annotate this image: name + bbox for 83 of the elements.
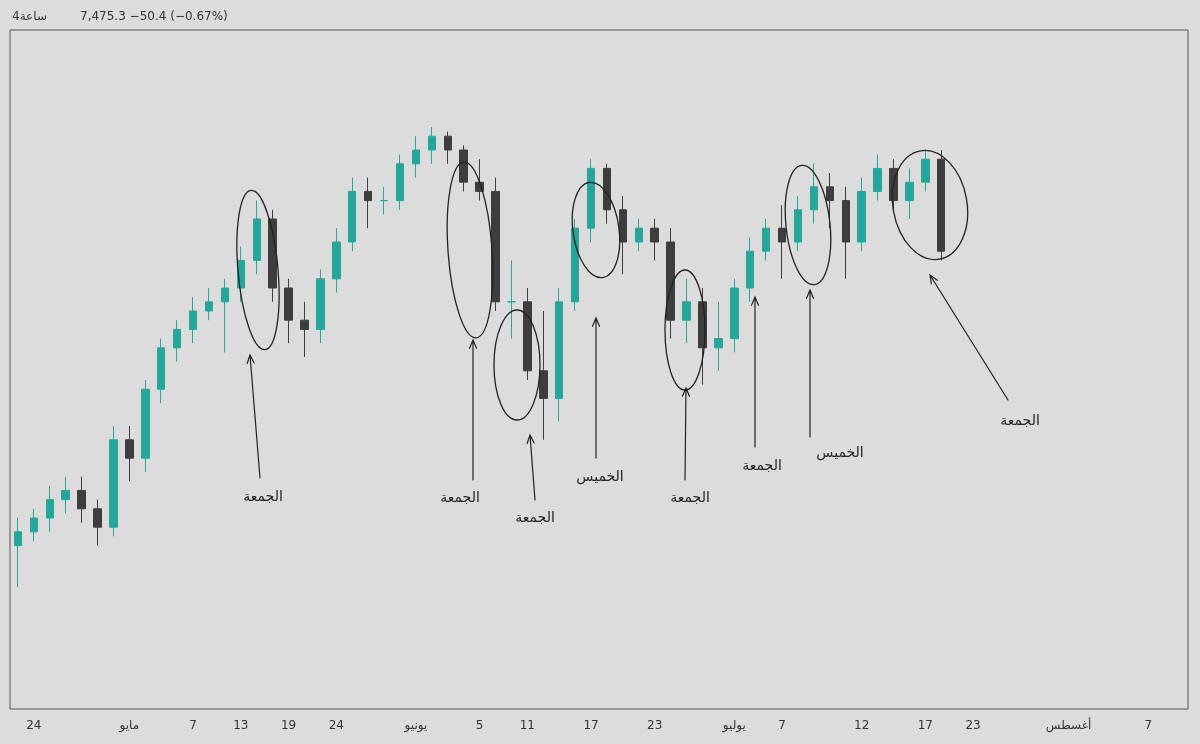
candlestick [666,227,675,340]
x-tick-label: 7 [778,718,786,732]
candlestick [762,218,770,261]
candlestick [14,517,22,588]
chart-subtitle: 7,475.3 −50.4 (−0.67%) [80,9,228,23]
candlestick [794,195,802,252]
candlestick [778,204,786,280]
candlestick [221,278,229,353]
candlestick [412,135,420,179]
x-tick-label: 24 [26,718,42,732]
candlestick [173,319,181,363]
x-tick-label: يونيو [403,718,428,733]
x-tick-label: 12 [854,718,870,732]
candlestick [810,163,818,225]
candlestick [937,149,945,261]
candlestick [205,287,213,321]
candlestick [189,296,197,344]
x-tick-label: 17 [917,718,933,732]
x-tick-label: 7 [189,718,197,732]
chart-title: 4ساعة [12,9,47,23]
x-tick-label: 23 [965,718,981,732]
candlestick [157,338,165,404]
candlestick [380,186,388,215]
candlestick [396,154,404,211]
candlestick [635,218,643,252]
candlestick [571,218,579,312]
candlestick [730,278,739,353]
candlestick [253,200,261,275]
candlestick [77,476,86,524]
candlestick [619,195,627,275]
candlestick [300,301,309,358]
candlestick [921,149,930,192]
candlestick [459,144,468,192]
candlestick [364,177,372,229]
candlestick [905,167,914,220]
x-tick-label: مايو [118,718,140,733]
candlestick [650,218,659,261]
annotation: الجمعة [243,488,283,504]
x-tick-label: 17 [583,718,599,732]
annotation: الجمعة [670,489,710,505]
candlestick [46,485,54,533]
annotation: الخميس [576,468,624,485]
candlestick [444,131,452,165]
candlestick [109,425,118,537]
candlestick [842,186,850,280]
candlestick [873,154,882,202]
candlestick [523,287,532,381]
candlestick [332,227,341,294]
candlestick [539,310,548,441]
candlestick [555,287,563,422]
candlestick [714,301,723,372]
candlestick [61,476,70,514]
x-tick-label: 7 [1144,718,1153,732]
candlestick [284,278,293,344]
annotation: الجمعة [515,509,555,525]
candlestick [826,172,834,229]
candlestick [746,236,754,303]
candlestick [507,259,516,340]
candlestick [316,269,325,344]
x-tick-label: 11 [519,718,536,732]
x-tick-label: 19 [280,718,297,732]
candlestick [587,158,595,243]
annotation: الخميس [816,444,864,461]
candlestick [93,499,102,547]
annotation: الجمعة [1000,412,1040,428]
x-tick-label: أغسطس [1045,717,1092,733]
candlestick [30,508,38,542]
candlestick [268,209,277,303]
candlestick [125,425,134,482]
x-tick-label: 13 [233,718,249,732]
candlestick [491,177,500,312]
candlestick [428,126,436,165]
x-tick-label: يوليو [721,718,746,733]
x-tick-label: 24 [328,718,344,732]
candlestick [603,163,611,225]
candlestick [348,177,356,252]
candlestick [141,379,150,473]
candlestick [682,278,691,344]
candlestick [857,177,866,252]
x-tick-label: 5 [475,718,484,732]
x-tick-label: 23 [647,718,663,732]
annotation: الجمعة [742,457,782,473]
annotation: الجمعة [440,489,480,505]
